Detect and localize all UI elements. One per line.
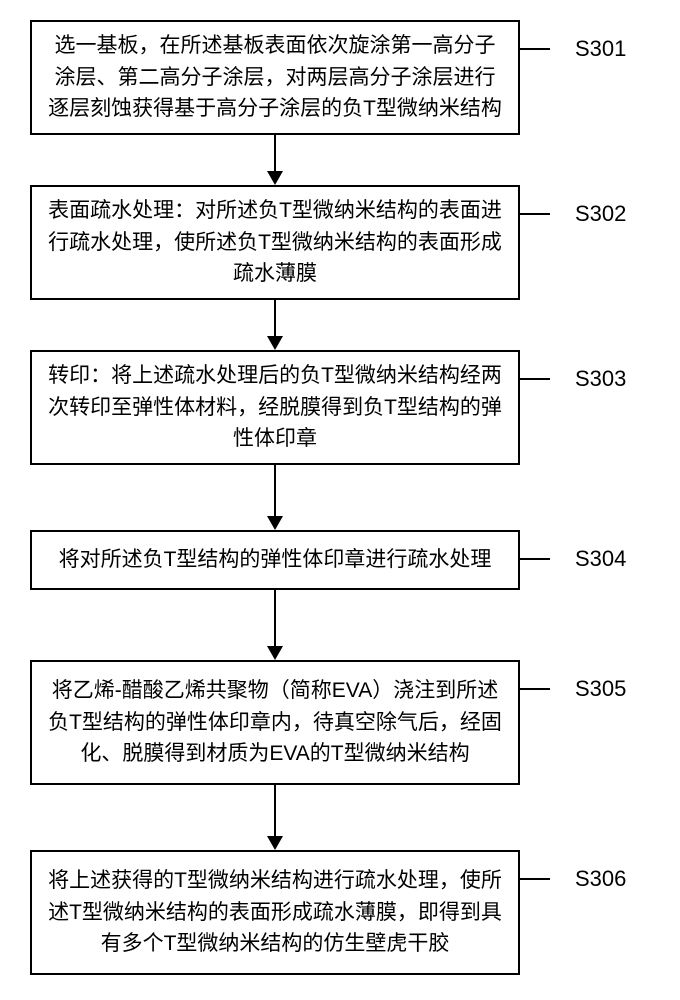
arrow-head-icon <box>267 646 283 660</box>
label-tick-s301 <box>520 48 550 50</box>
arrow-line <box>274 465 276 516</box>
step-box-s304: 将对所述负T型结构的弹性体印章进行疏水处理 <box>30 530 520 590</box>
step-text: 表面疏水处理：对所述负T型微纳米结构的表面进行疏水处理，使所述负T型微纳米结构的… <box>46 195 504 290</box>
step-box-s305: 将乙烯-醋酸乙烯共聚物（简称EVA）浇注到所述负T型结构的弹性体印章内，待真空除… <box>30 660 520 785</box>
step-label-s305: S305 <box>575 676 626 702</box>
arrow-line <box>274 590 276 646</box>
arrow-head-icon <box>267 836 283 850</box>
step-box-s301: 选一基板，在所述基板表面依次旋涂第一高分子涂层、第二高分子涂层，对两层高分子涂层… <box>30 20 520 135</box>
step-text: 将上述获得的T型微纳米结构进行疏水处理，使所述T型微纳米结构的表面形成疏水薄膜，… <box>46 865 504 960</box>
step-box-s303: 转印：将上述疏水处理后的负T型微纳米结构经两次转印至弹性体材料，经脱膜得到负T型… <box>30 350 520 465</box>
label-tick-s305 <box>520 688 550 690</box>
step-label-s301: S301 <box>575 36 626 62</box>
step-box-s306: 将上述获得的T型微纳米结构进行疏水处理，使所述T型微纳米结构的表面形成疏水薄膜，… <box>30 850 520 975</box>
step-text: 转印：将上述疏水处理后的负T型微纳米结构经两次转印至弹性体材料，经脱膜得到负T型… <box>46 360 504 455</box>
arrow-head-icon <box>267 516 283 530</box>
arrow-line <box>274 300 276 336</box>
step-text: 选一基板，在所述基板表面依次旋涂第一高分子涂层、第二高分子涂层，对两层高分子涂层… <box>46 30 504 125</box>
step-text: 将对所述负T型结构的弹性体印章进行疏水处理 <box>59 544 492 576</box>
step-label-s302: S302 <box>575 201 626 227</box>
flowchart-canvas: 选一基板，在所述基板表面依次旋涂第一高分子涂层、第二高分子涂层，对两层高分子涂层… <box>0 0 680 1000</box>
arrow-line <box>274 785 276 836</box>
label-tick-s302 <box>520 213 550 215</box>
label-tick-s303 <box>520 378 550 380</box>
step-text: 将乙烯-醋酸乙烯共聚物（简称EVA）浇注到所述负T型结构的弹性体印章内，待真空除… <box>46 675 504 770</box>
step-label-s304: S304 <box>575 546 626 572</box>
step-label-s306: S306 <box>575 866 626 892</box>
arrow-head-icon <box>267 336 283 350</box>
arrow-line <box>274 135 276 171</box>
label-tick-s306 <box>520 878 550 880</box>
step-label-s303: S303 <box>575 366 626 392</box>
arrow-head-icon <box>267 171 283 185</box>
step-box-s302: 表面疏水处理：对所述负T型微纳米结构的表面进行疏水处理，使所述负T型微纳米结构的… <box>30 185 520 300</box>
label-tick-s304 <box>520 558 550 560</box>
